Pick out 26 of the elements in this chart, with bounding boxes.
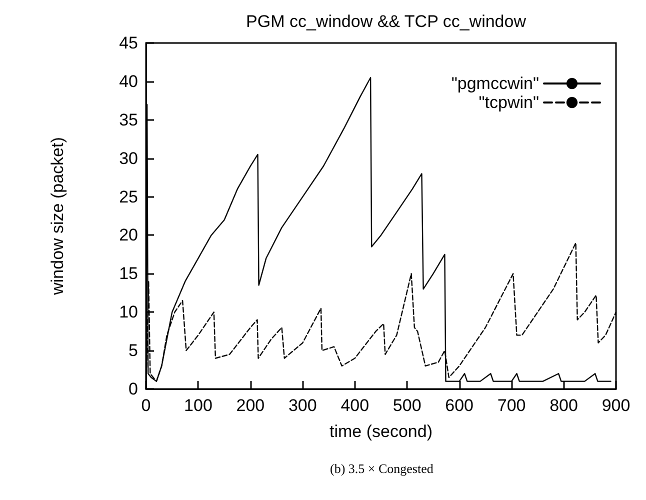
x-tick-label: 700	[497, 396, 526, 415]
x-tick-label: 800	[550, 396, 578, 415]
y-tick-label: 45	[119, 34, 138, 52]
y-tick-label: 15	[119, 264, 138, 284]
x-tick-label: 100	[184, 396, 212, 415]
y-tick-label: 10	[119, 302, 138, 322]
x-tick-label: 900	[602, 396, 630, 415]
legend-label: "pgmccwin"	[451, 74, 539, 93]
y-tick-label: 25	[119, 187, 138, 206]
y-tick-label: 0	[128, 380, 138, 398]
legend-label: "tcpwin"	[478, 93, 539, 112]
chart-title: PGM cc_window && TCP cc_window	[246, 12, 527, 31]
y-tick-label: 5	[128, 341, 138, 360]
text: (b) 3.5 × Congested	[330, 461, 434, 476]
x-axis-title: time (second)	[330, 422, 432, 441]
x-tick-label: 200	[236, 396, 265, 415]
y-tick-label: 30	[119, 148, 138, 168]
y-tick-label: 35	[119, 110, 138, 130]
x-tick-label: 500	[392, 396, 422, 415]
x-tick-label: 0	[141, 396, 151, 415]
y-tick-label: 40	[119, 72, 138, 91]
y-axis-title: window size (packet)	[48, 137, 67, 296]
y-tick-label: 20	[119, 226, 138, 245]
x-tick-label: 600	[445, 396, 474, 415]
x-tick-label: 300	[288, 396, 317, 415]
x-tick-label: 400	[340, 396, 370, 415]
